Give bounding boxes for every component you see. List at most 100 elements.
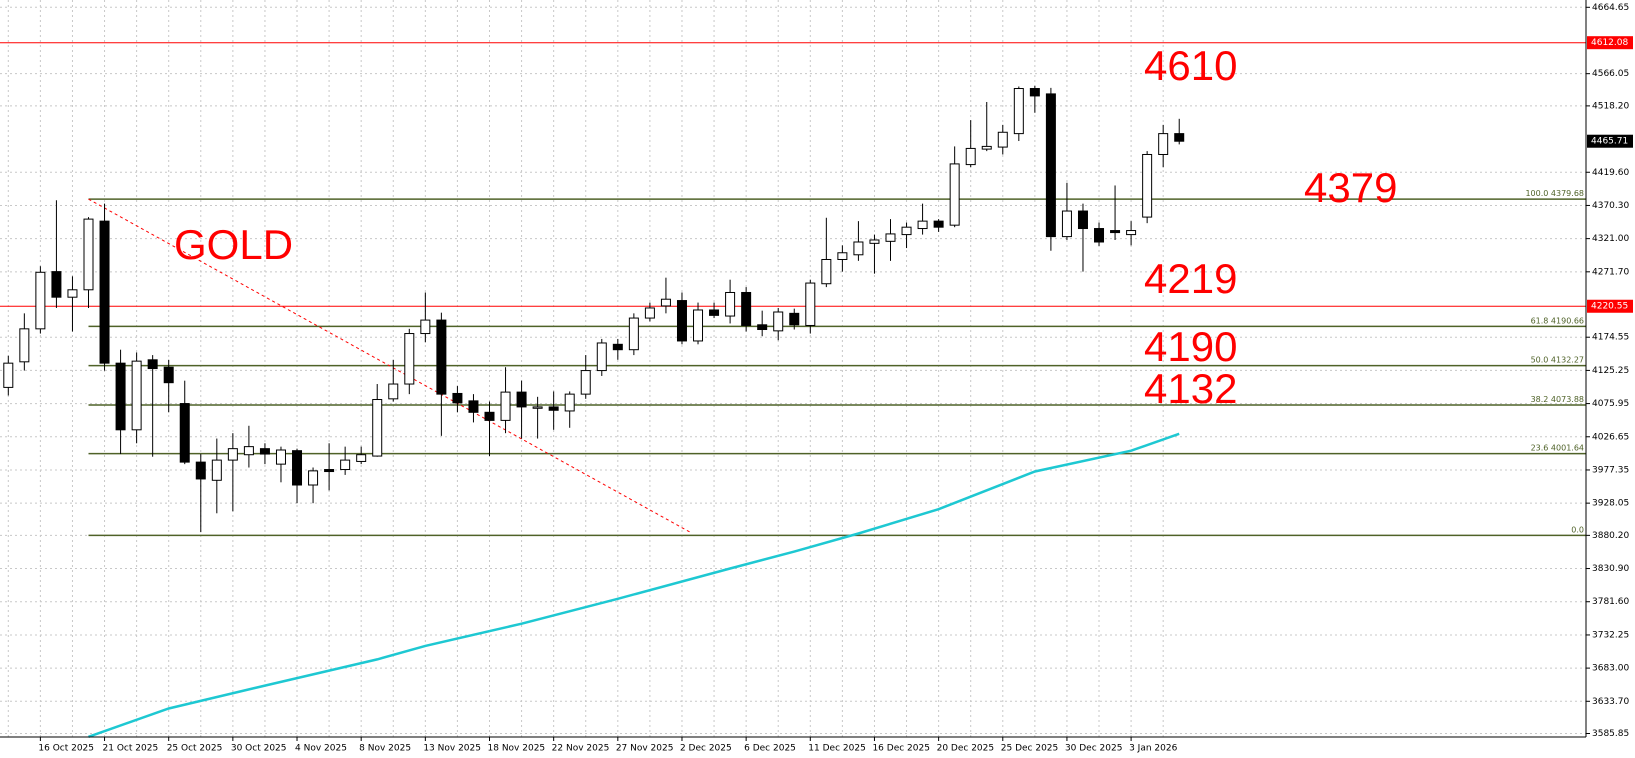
candle-body — [1158, 133, 1169, 155]
trendline — [88, 198, 691, 533]
fib-label: 50.0 4132.27 — [1531, 356, 1584, 365]
candle-body — [131, 360, 142, 431]
y-tick-label: 4419.60 — [1592, 168, 1629, 178]
candle-body — [115, 362, 126, 431]
y-tick-label: 4026.65 — [1592, 432, 1629, 442]
annotation: 4379 — [1304, 164, 1397, 211]
y-tick-label: 3633.70 — [1592, 697, 1629, 707]
candle-body — [67, 289, 78, 298]
x-tick-label: 21 Oct 2025 — [103, 744, 159, 754]
price-box-label: 4612.08 — [1591, 38, 1628, 48]
y-tick-label: 4518.20 — [1592, 101, 1629, 111]
candle-body — [596, 342, 607, 372]
candle-body — [83, 218, 94, 291]
candle-body — [901, 226, 912, 236]
x-tick-label: 25 Oct 2025 — [167, 744, 223, 754]
x-tick-label: 16 Dec 2025 — [872, 744, 930, 754]
candle-body — [484, 411, 495, 421]
y-tick-label: 4174.55 — [1592, 333, 1629, 343]
candle-body — [564, 393, 575, 412]
candle-body — [693, 309, 704, 342]
x-tick-label: 11 Dec 2025 — [808, 744, 866, 754]
candle-body — [532, 406, 543, 409]
y-tick-label: 3683.00 — [1592, 664, 1629, 674]
price-box — [1587, 299, 1633, 313]
candle-body — [1029, 88, 1040, 97]
fib-label: 61.8 4190.66 — [1531, 316, 1584, 325]
candle-body — [676, 300, 687, 342]
candle-body — [725, 291, 736, 317]
candle-body — [372, 399, 383, 457]
y-tick-label: 3977.35 — [1592, 465, 1629, 475]
candle-body — [259, 448, 270, 455]
price-box — [1587, 36, 1633, 50]
y-tick-label: 4271.70 — [1592, 267, 1629, 277]
candle-body — [644, 307, 655, 319]
candle-body — [388, 383, 399, 400]
candle-body — [436, 319, 447, 395]
candle-body — [1013, 88, 1024, 135]
candle-body — [612, 343, 623, 351]
candle-body — [789, 312, 800, 326]
objects: 100.0 4379.68 61.8 4190.66 50.0 4132.27 38.… — [0, 42, 1586, 738]
candle-body — [869, 239, 880, 244]
candle-body — [356, 454, 367, 462]
candle-body — [933, 220, 944, 228]
candle-body — [773, 311, 784, 332]
y-tick-label: 3585.85 — [1592, 729, 1629, 739]
candle-body — [195, 461, 206, 480]
candle-body — [757, 324, 768, 331]
candle-body — [548, 406, 559, 411]
candle-body — [147, 359, 158, 370]
candle-body — [805, 282, 816, 326]
x-tick-label: 18 Nov 2025 — [488, 744, 546, 754]
candle-body — [741, 291, 752, 326]
last-price-box — [1587, 134, 1633, 148]
candle-body — [1174, 133, 1185, 142]
annotation: 4219 — [1144, 255, 1237, 302]
y-tick-label: 4125.25 — [1592, 366, 1629, 376]
candle-body — [179, 403, 190, 463]
candle-body — [211, 459, 222, 481]
x-tick-label: 6 Dec 2025 — [744, 744, 796, 754]
fib-label: 38.2 4073.88 — [1531, 395, 1584, 404]
x-tick-label: 27 Nov 2025 — [616, 744, 674, 754]
x-tick-label: 3 Jan 2026 — [1129, 744, 1177, 754]
candle-body — [340, 459, 351, 471]
candle-body — [468, 400, 479, 413]
candle-body — [965, 147, 976, 166]
x-tick-label: 30 Dec 2025 — [1065, 744, 1123, 754]
price-box-label: 4220.55 — [1591, 302, 1628, 312]
candle-body — [420, 319, 431, 335]
candle-body — [500, 391, 511, 421]
candle-body — [885, 233, 896, 242]
y-tick-label: 3928.05 — [1592, 499, 1629, 509]
y-tick-label: 4321.00 — [1592, 234, 1629, 244]
x-tick-label: 22 Nov 2025 — [552, 744, 610, 754]
x-tick-label: 4 Nov 2025 — [295, 744, 347, 754]
candle-body — [837, 252, 848, 260]
candle-body — [709, 309, 720, 316]
candle-body — [35, 271, 46, 330]
candle-body — [516, 391, 527, 408]
candle-body — [292, 450, 303, 486]
annotation: 4190 — [1144, 323, 1237, 370]
moving-average — [88, 432, 1180, 738]
candle-body — [324, 469, 335, 473]
last-price-label: 4465.71 — [1591, 137, 1628, 147]
fib-label: 100.0 4379.68 — [1525, 189, 1584, 198]
candle-body — [1077, 210, 1088, 230]
candle-body — [917, 220, 928, 230]
candle-body — [981, 145, 992, 150]
candle-body — [275, 449, 286, 465]
annotation: 4610 — [1144, 42, 1237, 89]
candle-body — [821, 258, 832, 285]
candle-body — [51, 271, 62, 298]
candle-body — [949, 163, 960, 226]
candles — [3, 85, 1185, 533]
candle-body — [1045, 93, 1056, 238]
y-tick-label: 4664.65 — [1592, 3, 1629, 13]
x-tick-label: 8 Nov 2025 — [359, 744, 411, 754]
